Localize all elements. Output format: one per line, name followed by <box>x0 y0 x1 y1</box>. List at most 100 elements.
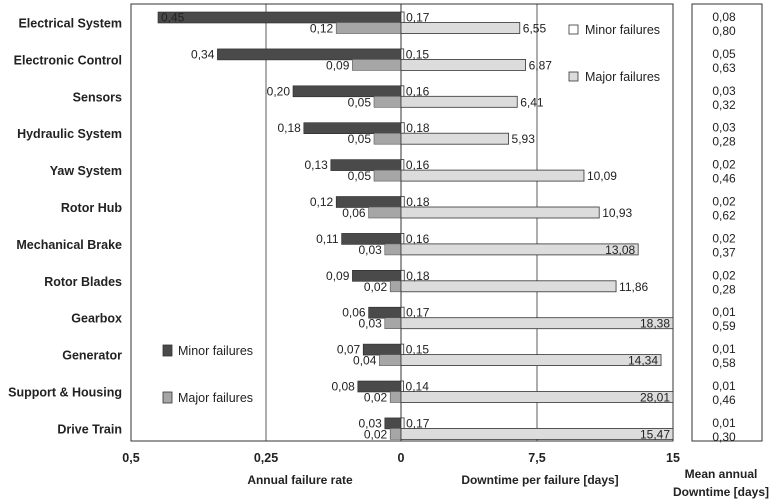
label-major-rate: 0,12 <box>310 22 334 36</box>
label-minor-downtime: 0,16 <box>406 158 430 172</box>
label-minor-rate: 0,09 <box>326 269 350 283</box>
label-major-downtime: 6,55 <box>523 22 547 36</box>
label-major-downtime: 14,34 <box>628 354 658 368</box>
bar-major-downtime <box>400 169 585 182</box>
mean-downtime-major: 0,63 <box>712 61 736 75</box>
label-major-rate: 0,06 <box>342 206 366 220</box>
label-major-rate: 0,02 <box>364 427 388 441</box>
label-major-downtime: 10,93 <box>602 206 632 220</box>
label-minor-downtime: 0,17 <box>406 11 430 25</box>
mean-downtime-minor: 0,01 <box>712 416 736 430</box>
mean-downtime-major: 0,58 <box>712 356 736 370</box>
right-legend: Minor failures Major failures <box>568 23 660 84</box>
bar-minor-downtime <box>400 122 405 135</box>
legend-major-downtime-swatch <box>568 71 579 82</box>
mean-downtime-minor: 0,02 <box>712 231 736 245</box>
label-minor-rate: 0,18 <box>277 121 301 135</box>
label-minor-rate: 0,13 <box>304 158 328 172</box>
bar-major-downtime <box>400 22 521 34</box>
label-minor-downtime: 0,18 <box>406 269 430 283</box>
legend-minor-rate-swatch <box>162 344 173 357</box>
label-major-downtime: 6,41 <box>520 95 544 109</box>
mean-downtime-minor: 0,01 <box>712 305 736 319</box>
category-label: Gearbox <box>71 312 122 326</box>
category-label: Rotor Hub <box>61 201 122 215</box>
label-minor-rate: 0,08 <box>331 380 355 394</box>
label-minor-downtime: 0,15 <box>406 47 430 61</box>
bar-major-downtime <box>400 280 617 293</box>
mean-downtime-major: 0,28 <box>712 282 736 296</box>
mean-downtime-minor: 0,03 <box>712 84 736 98</box>
bar-major-rate <box>389 428 402 440</box>
mean-downtime-major: 0,32 <box>712 98 736 112</box>
bar-major-rate <box>373 169 402 182</box>
mean-downtime-minor: 0,02 <box>712 158 736 172</box>
legend-major-rate-swatch <box>162 391 173 404</box>
bar-major-rate <box>335 22 402 34</box>
bar-major-rate <box>389 391 402 403</box>
label-minor-downtime: 0,17 <box>406 416 430 430</box>
label-major-rate: 0,05 <box>348 95 372 109</box>
category-label: Rotor Blades <box>44 275 122 289</box>
bar-major-downtime <box>400 243 639 256</box>
category-label: Drive Train <box>57 422 122 436</box>
mean-downtime-minor: 0,01 <box>712 342 736 356</box>
mean-downtime-minor: 0,02 <box>712 195 736 209</box>
label-major-downtime: 6,87 <box>529 58 553 72</box>
bar-major-downtime <box>400 354 662 367</box>
label-major-rate: 0,03 <box>358 317 382 331</box>
bar-major-downtime <box>400 132 509 145</box>
mean-downtime-minor: 0,05 <box>712 47 736 61</box>
legend-major-downtime-label: Major failures <box>585 70 660 84</box>
label-major-rate: 0,02 <box>364 391 388 405</box>
label-major-rate: 0,05 <box>348 132 372 146</box>
bar-major-downtime <box>400 95 518 108</box>
label-minor-rate: 0,06 <box>342 306 366 320</box>
legend-major-rate-label: Major failures <box>178 391 253 405</box>
bar-major-rate <box>384 243 402 256</box>
bar-minor-rate <box>217 48 402 61</box>
mean-downtime-major: 0,30 <box>712 430 736 444</box>
mean-downtime-minor: 0,01 <box>712 379 736 393</box>
mean-downtime-major: 0,37 <box>712 245 736 259</box>
label-minor-downtime: 0,17 <box>406 306 430 320</box>
bars-layer <box>157 11 674 440</box>
label-minor-rate: 0,45 <box>161 11 185 25</box>
x-tick-downtime-15: 15 <box>666 451 680 465</box>
label-minor-rate: 0,07 <box>337 343 361 357</box>
category-label: Support & Housing <box>8 386 122 400</box>
x-tick-downtime-75: 7,5 <box>528 451 545 465</box>
x-tick-rate-05: 0,5 <box>122 451 139 465</box>
bar-minor-downtime <box>400 159 405 172</box>
label-minor-rate: 0,20 <box>267 84 291 98</box>
mean-downtime-minor: 0,08 <box>712 10 736 24</box>
mean-downtime-title-line2: Downtime [days] <box>673 485 769 499</box>
x-tick-zero: 0 <box>398 451 405 465</box>
label-minor-rate: 0,34 <box>191 47 215 61</box>
label-minor-downtime: 0,16 <box>406 232 430 246</box>
category-label: Mechanical Brake <box>16 238 122 252</box>
label-minor-rate: 0,11 <box>316 232 339 246</box>
label-major-rate: 0,02 <box>364 280 388 294</box>
bar-minor-downtime <box>400 11 405 24</box>
label-major-downtime: 5,93 <box>512 132 536 146</box>
bar-minor-rate <box>384 417 402 430</box>
category-label: Generator <box>62 349 122 363</box>
label-major-downtime: 28,01 <box>640 391 670 405</box>
x-tick-rate-025: 0,25 <box>254 451 278 465</box>
label-minor-downtime: 0,14 <box>406 380 430 394</box>
bar-minor-downtime <box>400 269 405 282</box>
label-minor-downtime: 0,18 <box>406 195 430 209</box>
bar-minor-downtime <box>400 232 405 245</box>
label-major-downtime: 13,08 <box>605 243 635 257</box>
legend-minor-rate-label: Minor failures <box>178 344 253 358</box>
label-major-rate: 0,04 <box>353 354 377 368</box>
left-legend: Minor failures Major failures <box>162 344 253 405</box>
bar-minor-downtime <box>400 306 405 319</box>
bar-minor-downtime <box>400 48 405 61</box>
category-label: Electrical System <box>18 17 122 31</box>
mean-downtime-major: 0,28 <box>712 135 736 149</box>
bar-major-rate <box>379 354 402 366</box>
mean-downtime-major: 0,59 <box>712 319 736 333</box>
